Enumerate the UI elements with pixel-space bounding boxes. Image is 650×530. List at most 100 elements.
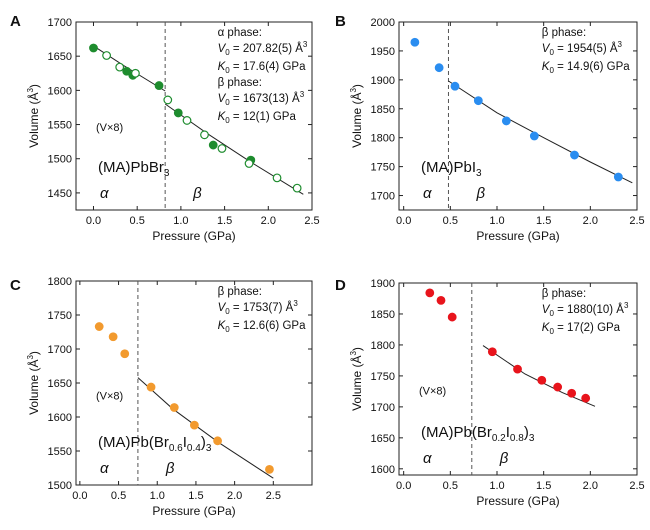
x-axis-title: Pressure (GPa) <box>152 504 235 518</box>
k0-sub: 0 <box>225 116 230 125</box>
x-tick-label: 0.0 <box>72 490 87 502</box>
y-tick-label: 1500 <box>48 154 72 166</box>
panel-a: 0.0 0.5 1.0 1.5 2.0 2.5 1450 1500 1550 1600 1650 17… <box>10 13 320 243</box>
y-tick-label: 1900 <box>371 75 395 87</box>
data-point <box>581 393 591 403</box>
data-point <box>447 312 457 322</box>
y-tick-label: 1600 <box>48 85 72 97</box>
x-tick-label: 1.0 <box>489 480 504 492</box>
panel-label: D <box>335 277 346 294</box>
data-point-open <box>115 62 125 72</box>
compound-sub: 3 <box>164 168 170 179</box>
beta-k0-text: K0 = 12(1) GPa <box>218 111 297 125</box>
plot-frame <box>398 21 638 211</box>
compound-text: I <box>183 434 187 451</box>
x-axis-title: Pressure (GPa) <box>476 494 559 508</box>
data-point-open <box>200 130 209 140</box>
k0-sub: 0 <box>549 66 554 75</box>
compound-text: (MA)Pb(Br <box>421 424 492 441</box>
y-tick-label: 1650 <box>371 433 395 445</box>
beta-v0-text: V0 = 1673(13) Å3 <box>218 90 305 107</box>
v0-symbol: V <box>218 93 227 105</box>
y-tick-label: 1450 <box>48 188 72 200</box>
v0-unit-sup: 3 <box>293 299 298 308</box>
x-tick-label: 2.0 <box>261 215 276 227</box>
y-tick-label: 1700 <box>48 17 72 29</box>
data-point <box>410 37 420 47</box>
data-point <box>89 43 98 53</box>
panel-label: C <box>10 277 21 294</box>
y-axis-title-text: Volume (Å <box>26 93 41 148</box>
plot-frame <box>75 21 313 211</box>
data-point <box>513 364 522 374</box>
beta-phase-heading: β phase: <box>542 27 586 39</box>
y-axis-title: Volume (Å3) <box>349 347 364 411</box>
x-tick-label: 0.0 <box>396 215 411 227</box>
compound-formula: (MA)Pb(Br0.6I0.4)3 <box>98 434 212 454</box>
y-axis-title-close: ) <box>27 351 41 355</box>
k0-symbol: K <box>218 320 227 332</box>
plot-frame <box>398 282 638 476</box>
y-axis-title-sup: 3 <box>349 351 358 356</box>
x-tick-label: 0.0 <box>86 215 101 227</box>
compound-text: ) <box>524 424 529 441</box>
y-axis-title: Volume (Å3) <box>26 351 41 415</box>
data-point <box>122 66 132 76</box>
k0-value: = 17.6(4) GPa <box>230 61 306 73</box>
beta-v0-text: V0 = 1880(10) Å3 <box>542 301 629 318</box>
k0-symbol: K <box>542 322 551 334</box>
data-point <box>434 63 444 73</box>
data-point <box>501 116 511 126</box>
compound-sub: 0.4 <box>187 443 201 454</box>
beta-k0-text: K0 = 12.6(6) GPa <box>218 320 306 334</box>
data-point-open <box>102 51 111 60</box>
panel-c: 0.0 0.5 1.0 1.5 2.0 2.5 1500 1550 1600 1650 1700 17… <box>10 276 313 518</box>
y-tick-label: 1700 <box>371 191 395 203</box>
v0-unit-sup: 3 <box>300 90 305 99</box>
v0-value: = 1954(5) Å <box>554 42 618 55</box>
v0-value: = 207.82(5) Å <box>230 42 304 55</box>
beta-phase-heading: β phase: <box>218 77 262 89</box>
v0-value: = 1753(7) Å <box>230 301 294 314</box>
scale-note: (V×8) <box>96 122 123 134</box>
beta-region-label: β <box>165 460 175 477</box>
scale-note: (V×8) <box>96 390 123 402</box>
panel-b: 0.0 0.5 1.0 1.5 2.0 2.5 1700 1750 1800 1850 1900 19… <box>335 13 645 243</box>
data-point <box>154 81 164 90</box>
v0-sub: 0 <box>225 307 230 316</box>
compound-text: I <box>506 424 510 441</box>
v0-sub: 0 <box>225 48 230 57</box>
v0-sub: 0 <box>549 48 554 57</box>
y-tick-label: 1950 <box>371 46 395 58</box>
x-tick-label: 0.0 <box>396 480 411 492</box>
beta-phase-heading: β phase: <box>218 286 262 298</box>
data-point <box>173 108 183 118</box>
compound-sub: 3 <box>206 443 212 454</box>
beta-region-label: β <box>475 185 485 202</box>
k0-sub: 0 <box>225 325 230 334</box>
x-tick-label: 2.5 <box>629 215 644 227</box>
k0-symbol: K <box>218 61 227 73</box>
y-tick-label: 1850 <box>371 104 395 116</box>
y-tick-label: 1600 <box>48 412 72 424</box>
x-tick-label: 0.5 <box>111 490 126 502</box>
beta-k0-text: K0 = 17(2) GPa <box>542 322 621 336</box>
y-tick-label: 1600 <box>371 464 395 476</box>
data-point <box>436 295 446 305</box>
data-point <box>425 288 435 298</box>
x-tick-label: 2.5 <box>266 490 281 502</box>
x-tick-label: 2.5 <box>304 215 319 227</box>
data-point-open <box>292 183 302 193</box>
alpha-k0-text: K0 = 17.6(4) GPa <box>218 61 306 75</box>
data-point <box>473 96 483 106</box>
y-tick-label: 1550 <box>48 446 72 458</box>
y-tick-label: 1800 <box>48 276 72 288</box>
data-point <box>553 382 563 392</box>
data-point <box>537 375 547 385</box>
data-point <box>613 172 623 182</box>
panel-label: A <box>10 13 21 30</box>
data-point <box>208 140 218 150</box>
v0-sub: 0 <box>549 309 554 318</box>
x-tick-label: 2.0 <box>583 215 598 227</box>
